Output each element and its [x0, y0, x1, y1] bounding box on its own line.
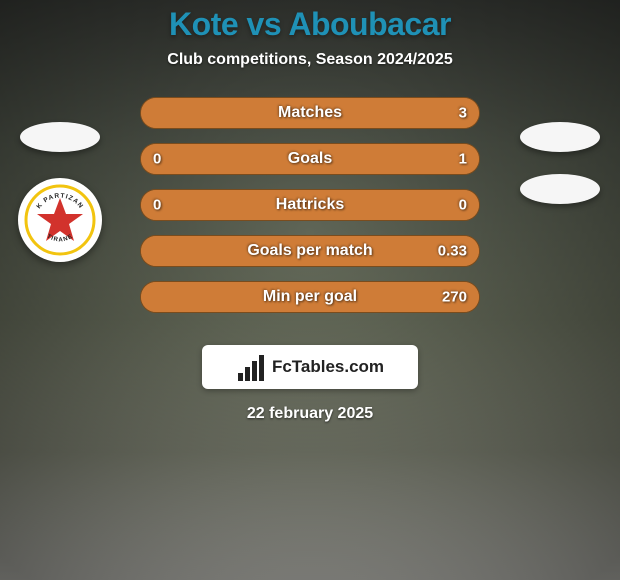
stats-container: Matches 3 Goals 0 1 Hattricks 0 0 Goals per matc… — [140, 97, 480, 327]
player-right-placeholder-1 — [520, 122, 600, 152]
stat-value-right: 1 — [459, 151, 467, 168]
stat-bar: Matches 3 — [140, 97, 480, 129]
page-subtitle: Club competitions, Season 2024/2025 — [167, 51, 452, 69]
club-badge-left: K PARTIZAN TIRANE — [18, 178, 102, 262]
stat-bar: Min per goal 270 — [140, 281, 480, 313]
partizani-badge-icon: K PARTIZAN TIRANE — [24, 184, 96, 256]
stat-row: Goals per match 0.33 — [140, 235, 480, 267]
page-title: Kote vs Aboubacar — [169, 6, 451, 43]
content-area: Kote vs Aboubacar Club competitions, Sea… — [0, 0, 620, 580]
stat-bar: Hattricks 0 0 — [140, 189, 480, 221]
stat-bar: Goals per match 0.33 — [140, 235, 480, 267]
stat-label: Hattricks — [276, 196, 344, 214]
attribution-text: FcTables.com — [272, 357, 384, 377]
stat-label: Goals — [288, 150, 332, 168]
player-left-placeholder — [20, 122, 100, 152]
stat-value-right: 0.33 — [438, 243, 467, 260]
bar-chart-icon — [236, 353, 266, 381]
stat-label: Min per goal — [263, 288, 357, 306]
stat-value-right: 3 — [459, 105, 467, 122]
stat-value-right: 270 — [442, 289, 467, 306]
attribution-badge: FcTables.com — [202, 345, 418, 389]
stat-label: Matches — [278, 104, 342, 122]
stat-bar: Goals 0 1 — [140, 143, 480, 175]
stat-value-left: 0 — [153, 151, 161, 168]
stat-value-right: 0 — [459, 197, 467, 214]
stat-row: Min per goal 270 — [140, 281, 480, 313]
stat-row: Goals 0 1 — [140, 143, 480, 175]
stat-label: Goals per match — [247, 242, 372, 260]
footer-date: 22 february 2025 — [247, 405, 373, 423]
stat-row: Matches 3 — [140, 97, 480, 129]
stat-row: Hattricks 0 0 — [140, 189, 480, 221]
player-right-placeholder-2 — [520, 174, 600, 204]
stat-value-left: 0 — [153, 197, 161, 214]
